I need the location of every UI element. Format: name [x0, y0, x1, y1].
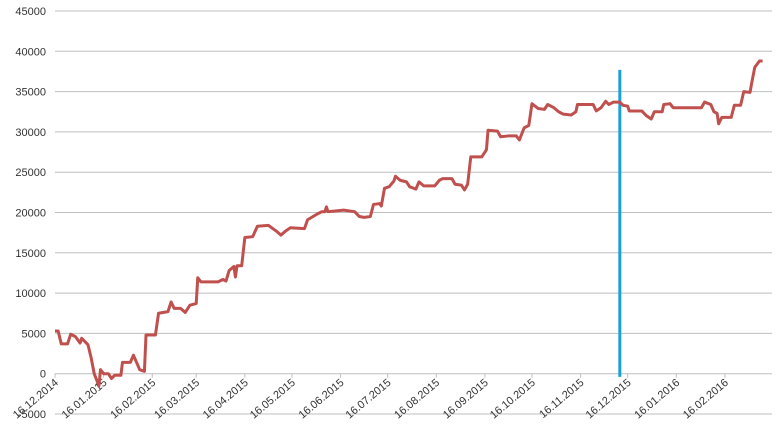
- series-line: [55, 59, 763, 388]
- y-tick-label: 20000: [15, 208, 46, 220]
- x-tick-label: 16.01.2015: [60, 377, 110, 422]
- y-tick-label: 10000: [15, 288, 46, 300]
- x-tick-label: 16.12.2015: [584, 377, 634, 422]
- x-tick-label: 16.05.2015: [248, 377, 298, 422]
- y-tick-label: 40000: [15, 46, 46, 58]
- x-tick-label: 16.06.2015: [297, 377, 347, 422]
- x-tick-label: 16.04.2015: [201, 377, 251, 422]
- y-tick-label: 15000: [15, 248, 46, 260]
- y-tick-label: -5000: [18, 409, 46, 421]
- x-tick-label: 16.02.2016: [681, 377, 731, 422]
- x-tick-label: 16.09.2015: [441, 377, 491, 422]
- x-tick-label: 16.07.2015: [344, 377, 394, 422]
- y-tick-label: 25000: [15, 167, 46, 179]
- x-tick-label: 16.02.2015: [108, 377, 158, 422]
- y-tick-label: 35000: [15, 87, 46, 99]
- y-tick-label: 5000: [22, 328, 46, 340]
- y-tick-label: 0: [40, 369, 46, 381]
- x-tick-label: 16.01.2016: [632, 377, 682, 422]
- y-tick-label: 30000: [15, 127, 46, 139]
- x-tick-label: 16.03.2015: [152, 377, 202, 422]
- y-tick-label: 45000: [15, 6, 46, 18]
- x-tick-label: 16.10.2015: [488, 377, 538, 422]
- x-tick-label: 16.08.2015: [392, 377, 442, 422]
